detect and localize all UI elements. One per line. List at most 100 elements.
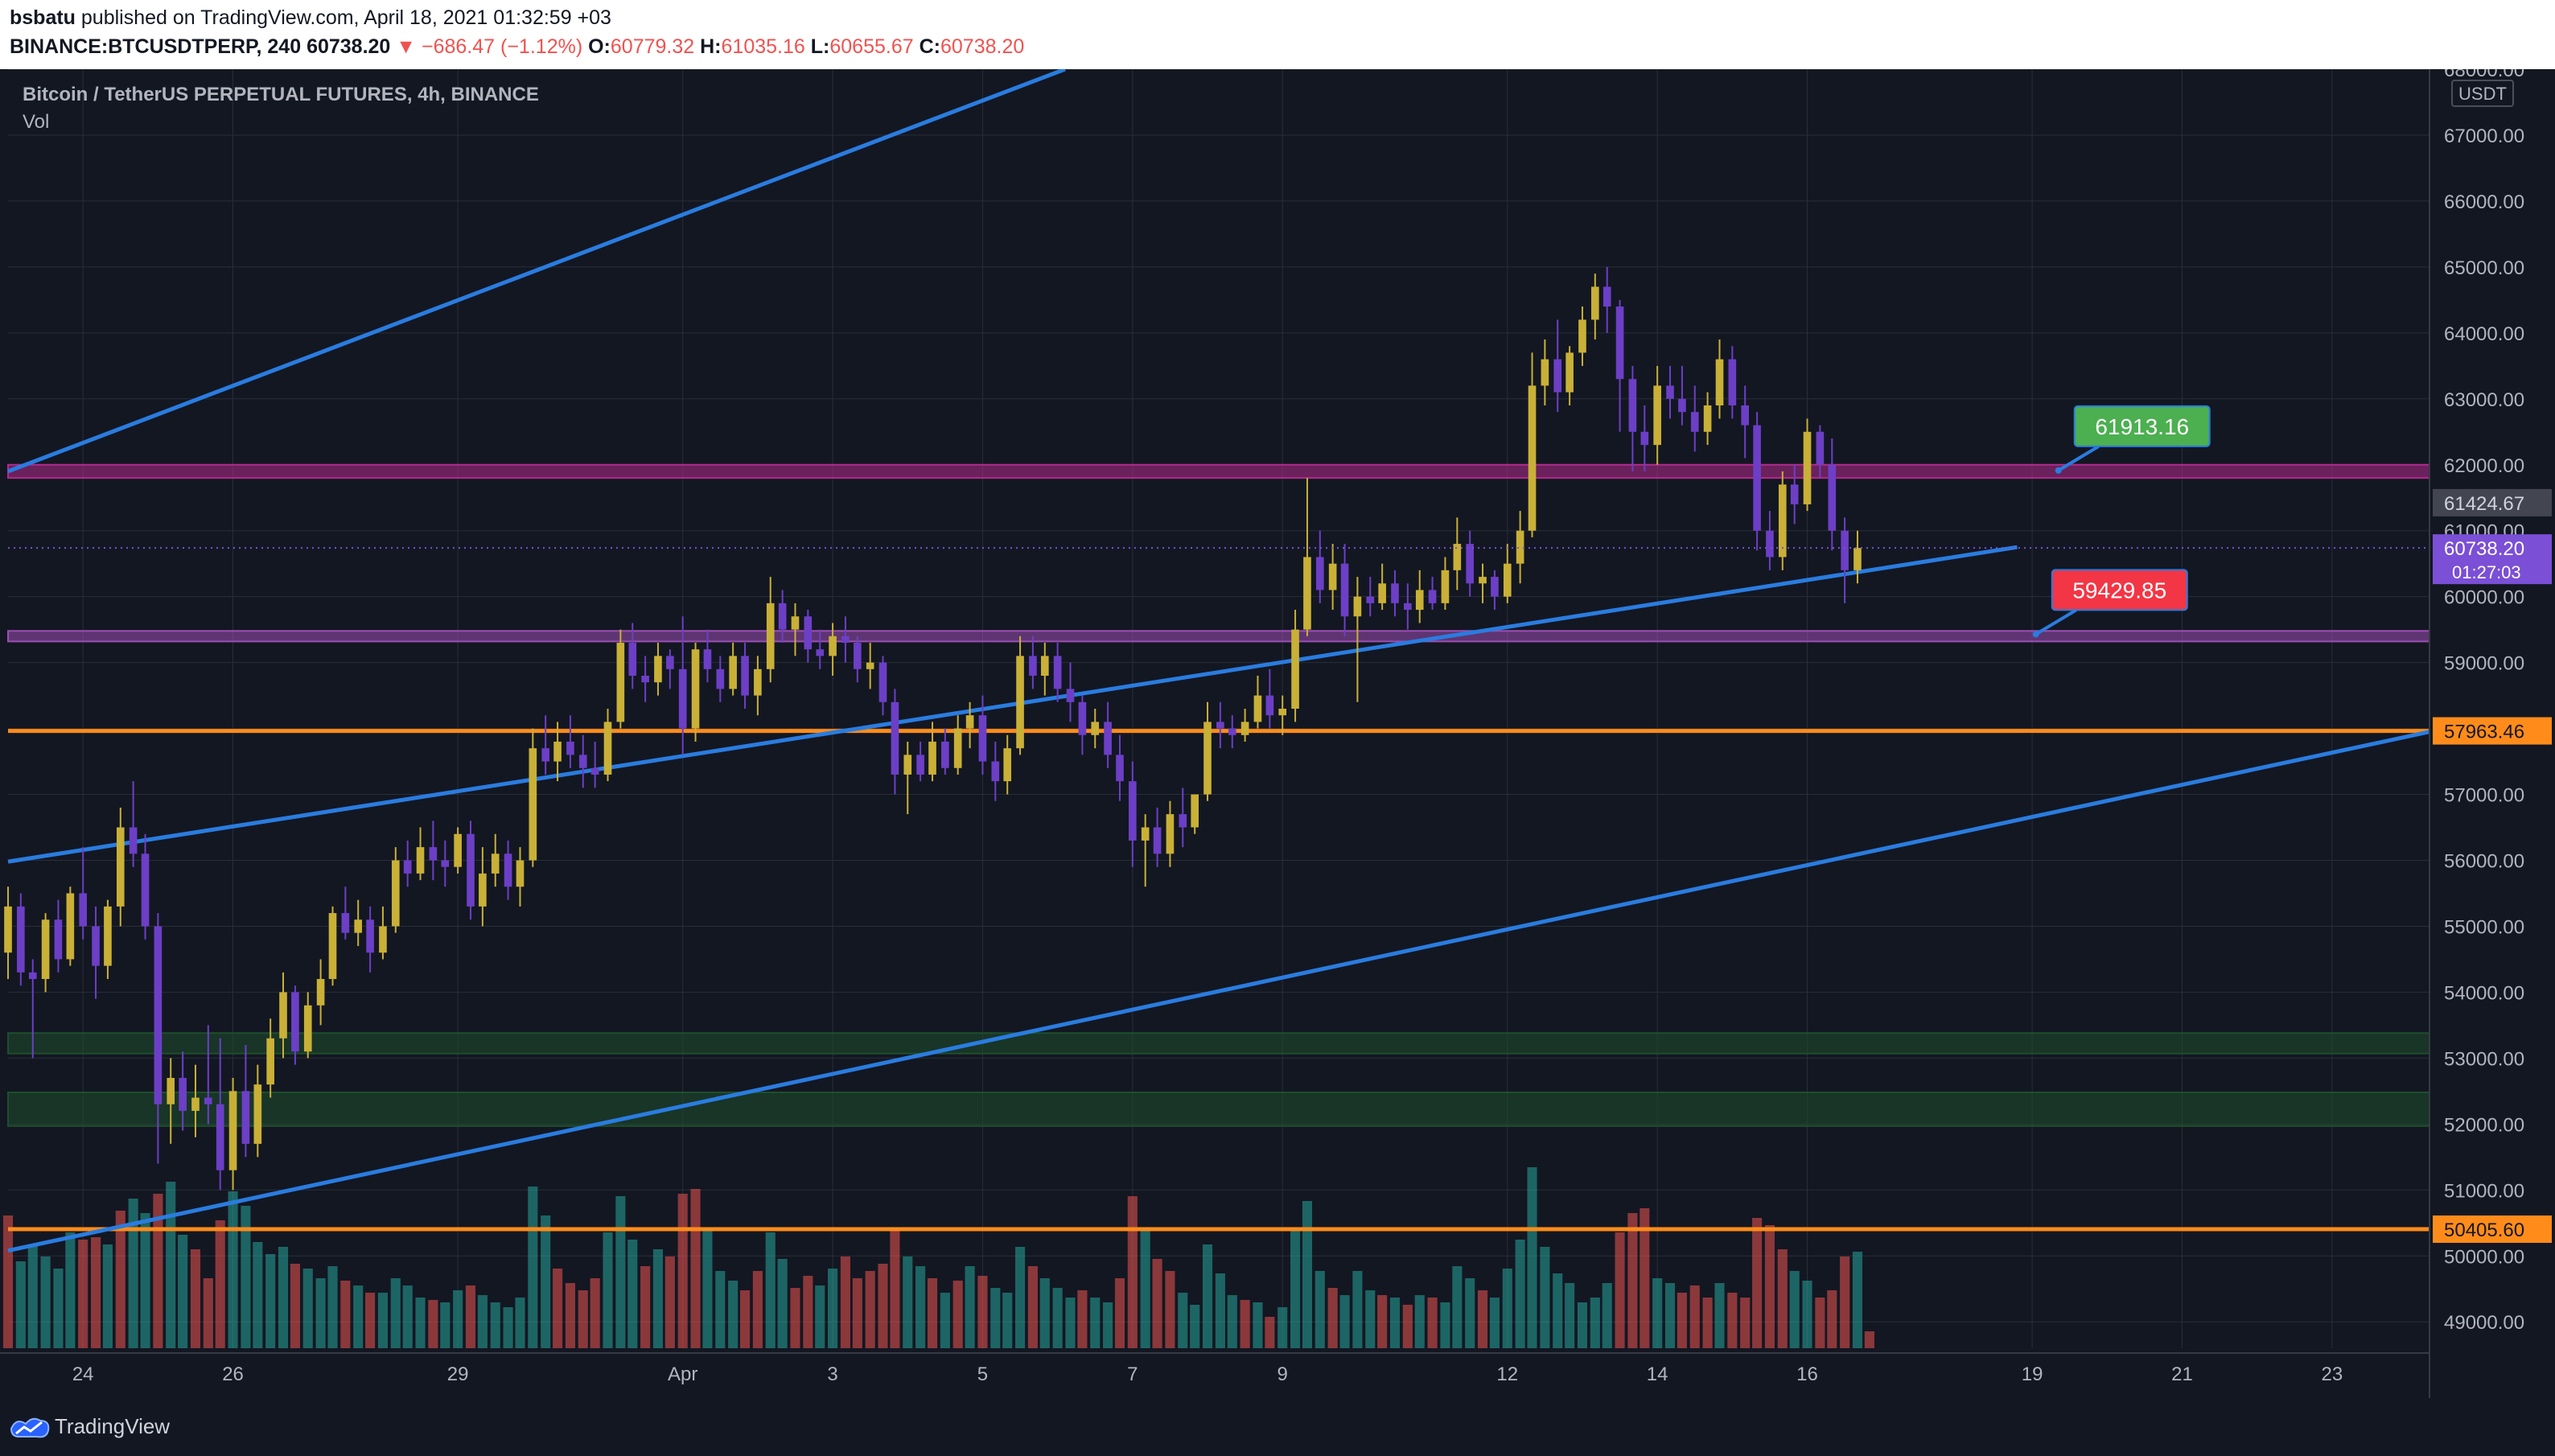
candle[interactable]: [791, 603, 800, 656]
candle[interactable]: [841, 616, 850, 663]
candle[interactable]: [1816, 425, 1825, 479]
candle[interactable]: [678, 616, 687, 755]
candle[interactable]: [628, 623, 637, 689]
candle[interactable]: [654, 643, 662, 696]
candle[interactable]: [1003, 734, 1012, 795]
candle[interactable]: [266, 1018, 274, 1098]
trendline[interactable]: [7, 730, 2430, 1253]
candle[interactable]: [328, 906, 337, 986]
candle[interactable]: [167, 1058, 175, 1144]
candle[interactable]: [1778, 471, 1787, 570]
candle[interactable]: [1153, 807, 1162, 867]
candle[interactable]: [1191, 794, 1199, 834]
candle[interactable]: [754, 656, 762, 716]
price-zone[interactable]: [7, 1032, 2430, 1055]
candle[interactable]: [766, 577, 775, 683]
candle[interactable]: [1640, 405, 1649, 471]
candle[interactable]: [279, 972, 287, 1059]
candle[interactable]: [1578, 306, 1586, 366]
candle[interactable]: [1315, 530, 1324, 603]
candle[interactable]: [516, 847, 525, 907]
candle[interactable]: [903, 741, 912, 815]
candle[interactable]: [1491, 570, 1499, 611]
candle[interactable]: [1841, 517, 1849, 603]
candle[interactable]: [1653, 365, 1661, 465]
candle[interactable]: [1590, 274, 1599, 340]
candle[interactable]: [1790, 464, 1799, 524]
candle[interactable]: [241, 1044, 250, 1158]
candle[interactable]: [1353, 577, 1362, 702]
volume-legend[interactable]: Vol: [23, 111, 50, 133]
candle[interactable]: [228, 1077, 237, 1191]
candle[interactable]: [1415, 570, 1424, 623]
candle[interactable]: [416, 827, 425, 881]
candle[interactable]: [1628, 365, 1637, 471]
candle[interactable]: [1040, 643, 1049, 696]
candle[interactable]: [4, 886, 12, 980]
candle[interactable]: [403, 840, 412, 887]
price-zone[interactable]: [7, 1092, 2430, 1127]
candle[interactable]: [1553, 319, 1562, 413]
candle[interactable]: [1066, 662, 1075, 722]
candle[interactable]: [1854, 530, 1862, 584]
candle[interactable]: [1203, 701, 1212, 801]
candle[interactable]: [566, 715, 574, 768]
candle[interactable]: [616, 629, 625, 729]
candle[interactable]: [1479, 563, 1487, 603]
candle[interactable]: [529, 728, 537, 867]
price-chart[interactable]: 61913.16 59429.85 68000.00 67000.00 66000.00…: [0, 69, 2555, 1398]
candle[interactable]: [1253, 676, 1262, 729]
candle[interactable]: [991, 741, 1000, 801]
candle[interactable]: [1753, 412, 1761, 551]
tradingview-logo-icon[interactable]: [10, 1413, 51, 1442]
candle[interactable]: [854, 635, 862, 683]
candle[interactable]: [1541, 339, 1549, 405]
candle[interactable]: [1828, 438, 1837, 551]
trendline[interactable]: [7, 545, 2018, 864]
candle[interactable]: [1340, 544, 1349, 636]
candle[interactable]: [878, 656, 887, 716]
candle[interactable]: [965, 701, 974, 749]
candle[interactable]: [1053, 643, 1062, 702]
candle[interactable]: [54, 899, 63, 973]
candle[interactable]: [666, 649, 674, 689]
price-axis-label[interactable]: 57963.46: [2433, 717, 2552, 745]
candle[interactable]: [741, 643, 749, 709]
candle[interactable]: [303, 992, 312, 1059]
candle[interactable]: [79, 847, 88, 940]
candle[interactable]: [92, 906, 100, 999]
candle[interactable]: [28, 959, 37, 1059]
candle[interactable]: [379, 906, 387, 960]
candle[interactable]: [341, 886, 350, 940]
candle[interactable]: [1129, 761, 1137, 867]
candle[interactable]: [953, 715, 962, 775]
candle[interactable]: [1228, 715, 1236, 749]
candle[interactable]: [1728, 346, 1737, 419]
candle[interactable]: [17, 893, 25, 986]
candle[interactable]: [829, 623, 837, 677]
candle[interactable]: [891, 689, 899, 795]
candle[interactable]: [928, 722, 936, 782]
price-callout[interactable]: 61913.16: [2055, 405, 2211, 474]
candle[interactable]: [1265, 668, 1274, 729]
candle[interactable]: [216, 1038, 224, 1191]
series-legend-title[interactable]: Bitcoin / TetherUS PERPETUAL FUTURES, 4h…: [23, 84, 539, 105]
candle[interactable]: [104, 899, 112, 980]
candle[interactable]: [454, 827, 462, 874]
candle[interactable]: [1366, 577, 1375, 617]
candle[interactable]: [1016, 635, 1024, 755]
candle[interactable]: [541, 715, 549, 775]
candle[interactable]: [491, 833, 500, 887]
candle[interactable]: [191, 1064, 200, 1137]
candle[interactable]: [1503, 544, 1512, 603]
candle[interactable]: [1240, 709, 1249, 742]
candle[interactable]: [141, 833, 150, 940]
candle[interactable]: [716, 656, 725, 702]
candle[interactable]: [1378, 563, 1386, 611]
candle[interactable]: [578, 734, 587, 788]
candle[interactable]: [916, 741, 924, 782]
candle[interactable]: [467, 821, 475, 920]
candle[interactable]: [603, 709, 612, 782]
candle[interactable]: [116, 807, 125, 927]
